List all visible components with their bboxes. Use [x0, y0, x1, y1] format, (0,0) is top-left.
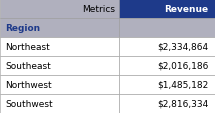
- Text: Northwest: Northwest: [5, 80, 52, 89]
- Text: $1,485,182: $1,485,182: [157, 80, 209, 89]
- Bar: [119, 56, 215, 75]
- Bar: [0, 56, 119, 75]
- Bar: [0, 19, 119, 38]
- Bar: [0, 0, 119, 19]
- Text: Southwest: Southwest: [5, 99, 53, 108]
- Bar: [119, 94, 215, 113]
- Text: Metrics: Metrics: [82, 5, 115, 14]
- Bar: [0, 75, 119, 94]
- Bar: [119, 19, 215, 38]
- Bar: [119, 75, 215, 94]
- Text: Northeast: Northeast: [5, 43, 50, 52]
- Bar: [119, 0, 215, 19]
- Text: Southeast: Southeast: [5, 61, 51, 70]
- Text: $2,334,864: $2,334,864: [157, 43, 209, 52]
- Text: $2,016,186: $2,016,186: [157, 61, 209, 70]
- Text: $2,816,334: $2,816,334: [157, 99, 209, 108]
- Bar: [119, 38, 215, 56]
- Text: Region: Region: [5, 24, 40, 33]
- Bar: [0, 94, 119, 113]
- Bar: [0, 38, 119, 56]
- Text: Revenue: Revenue: [164, 5, 209, 14]
